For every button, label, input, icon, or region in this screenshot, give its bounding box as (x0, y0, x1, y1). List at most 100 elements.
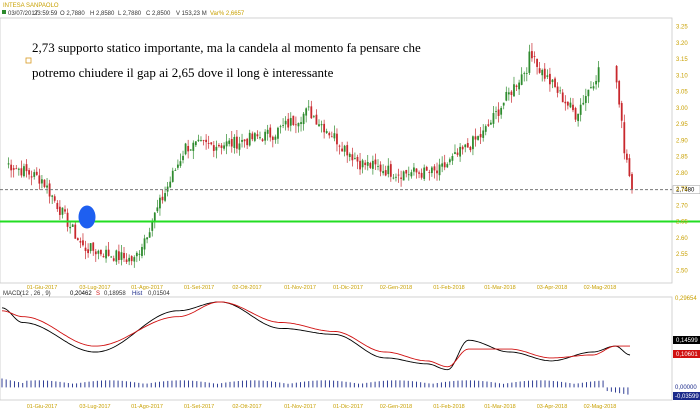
candle-body (312, 116, 315, 118)
candle-body (443, 162, 446, 168)
macd-histogram (1, 378, 629, 395)
macd-zero-label: 0,00000 (675, 385, 697, 391)
candle-body (523, 73, 526, 75)
candle-body (256, 134, 259, 137)
candle-body (369, 162, 372, 168)
candle-body (407, 174, 410, 176)
candle-body (543, 68, 546, 79)
candle-body (328, 132, 331, 136)
candle-body (561, 92, 564, 103)
x-tick-label: 03-Lug-2017 (79, 285, 110, 291)
candle-body (179, 161, 182, 166)
candle-body (389, 164, 392, 177)
candle-body (41, 179, 43, 184)
candle-body (51, 195, 54, 197)
candle-body (628, 158, 631, 176)
candle-body (549, 73, 551, 85)
candle-body (425, 166, 428, 171)
candle-body (484, 126, 487, 132)
candle-body (489, 122, 492, 125)
candle-body (218, 144, 220, 147)
x-tick-label: 02-Gen-2018 (380, 285, 412, 291)
candle-body (625, 153, 628, 160)
candle-body (151, 221, 154, 231)
candle-body (156, 207, 159, 212)
candle-body (418, 172, 420, 174)
candle-body (310, 106, 313, 119)
candle-body (469, 146, 472, 151)
macd-x-tick-label: 02-Ott-2017 (232, 404, 261, 410)
candle-body (479, 134, 482, 138)
candle-body (413, 167, 415, 172)
macd-line (1, 301, 631, 371)
candle-body (528, 51, 531, 73)
candle-body (341, 148, 343, 152)
candle-body (356, 156, 359, 162)
signal-label: S (96, 291, 100, 297)
candle-body (297, 122, 300, 127)
macd-bottom-label: -0,03599 (675, 394, 699, 400)
candle-body (87, 249, 89, 254)
signal-value: 0,18958 (104, 291, 126, 297)
signal-line (1, 301, 630, 368)
candle-body (261, 139, 264, 142)
candle-body (133, 257, 136, 262)
candle-body (597, 67, 600, 83)
candle-body (497, 109, 500, 116)
candle-body (53, 196, 56, 201)
candle-body (84, 247, 87, 251)
candle-body (502, 102, 505, 106)
macd-x-tick-label: 01-Set-2017 (184, 404, 214, 410)
candle-body (554, 78, 556, 87)
annotation-line2: potremo chiudere il gap ai 2,65 dove il … (32, 65, 334, 80)
candle-body (233, 136, 236, 148)
candle-body (148, 232, 151, 238)
candle-body (192, 142, 195, 151)
candle-body (520, 74, 523, 85)
candle-body (564, 101, 567, 104)
candle-body (92, 242, 95, 251)
price-tick-label: 3.15 (676, 57, 688, 63)
candle-body (141, 247, 143, 256)
candle-body (546, 75, 549, 77)
candle-body (107, 249, 110, 256)
candle-body (7, 163, 10, 165)
candle-body (533, 56, 536, 57)
candle-body (28, 170, 30, 175)
candle-body (135, 252, 138, 257)
price-tick-label: 2.65 (676, 220, 688, 226)
candle-body (17, 168, 20, 170)
candle-body (146, 237, 149, 240)
candle-body (12, 168, 15, 170)
candle-body (46, 185, 48, 188)
candle-body (402, 171, 405, 181)
candle-body (582, 102, 585, 105)
symbol-label: INTESA SANPAOLO (3, 3, 59, 9)
macd-x-tick-label: 03-Lug-2017 (79, 404, 110, 410)
candle-body (284, 120, 287, 125)
candle-body (292, 115, 295, 126)
candle-body (253, 133, 256, 141)
annotation-handle[interactable] (25, 57, 32, 64)
candle-body (300, 122, 302, 125)
support-marker (78, 205, 96, 229)
candle-body (48, 183, 51, 197)
candle-body (500, 107, 503, 115)
candle-body (159, 197, 161, 209)
price-tick-label: 3.10 (676, 73, 688, 79)
macd-x-tick-label: 03-Apr-2018 (537, 404, 568, 410)
header-color-swatch (2, 10, 6, 14)
candle-body (438, 164, 441, 176)
candle-body (551, 79, 554, 83)
candle-body (164, 193, 166, 201)
macd-x-tick-label: 01-Dic-2017 (333, 404, 363, 410)
candle-body (541, 69, 544, 76)
candle-body (538, 68, 541, 73)
candle-body (207, 143, 210, 144)
last-price-box (672, 185, 700, 194)
candle-body (556, 86, 559, 93)
candles-group (7, 43, 633, 268)
candle-body (197, 139, 200, 142)
candle-body (269, 127, 272, 138)
